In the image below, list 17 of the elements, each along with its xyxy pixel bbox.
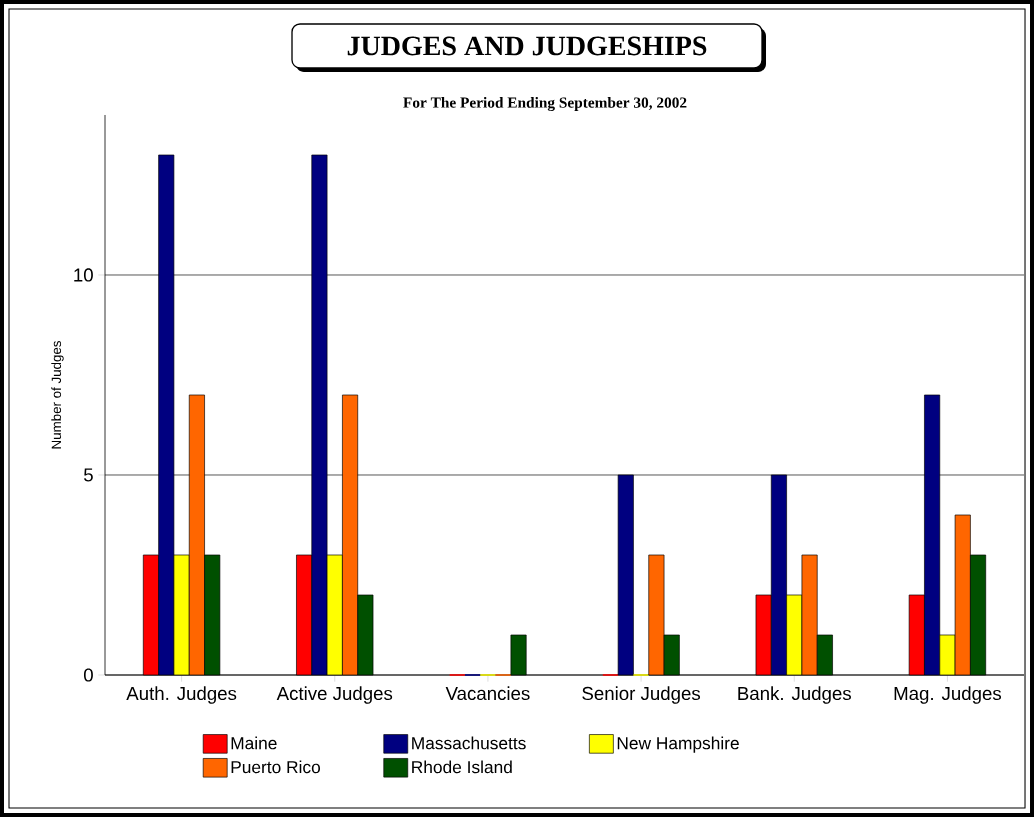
x-tick-label: Active Judges (276, 686, 393, 704)
legend-label: Rhode Island (412, 760, 512, 774)
x-tick-label: Senior Judges (582, 686, 701, 704)
x-tick-label: Auth. Judges (126, 686, 237, 704)
chart-title: JUDGES AND JUDGESHIPS (347, 36, 707, 56)
legend-label: Maine (231, 736, 277, 750)
chart-subtitle: For The Period Ending September 30, 2002 (403, 96, 687, 111)
x-tick-label: Bank. Judges (738, 686, 851, 704)
x-tick-label: Mag. Judges (894, 686, 1002, 704)
legend-label: Puerto Rico (231, 760, 320, 774)
y-axis-title: Number of Judges (51, 341, 64, 449)
y-tick-label: 10 (74, 268, 93, 282)
y-tick-label: 5 (83, 468, 93, 482)
legend-label: New Hampshire (617, 736, 739, 753)
x-tick-label: Vacancies (445, 686, 530, 701)
y-tick-label: 0 (83, 668, 93, 682)
legend-label: Massachusetts (412, 736, 526, 750)
